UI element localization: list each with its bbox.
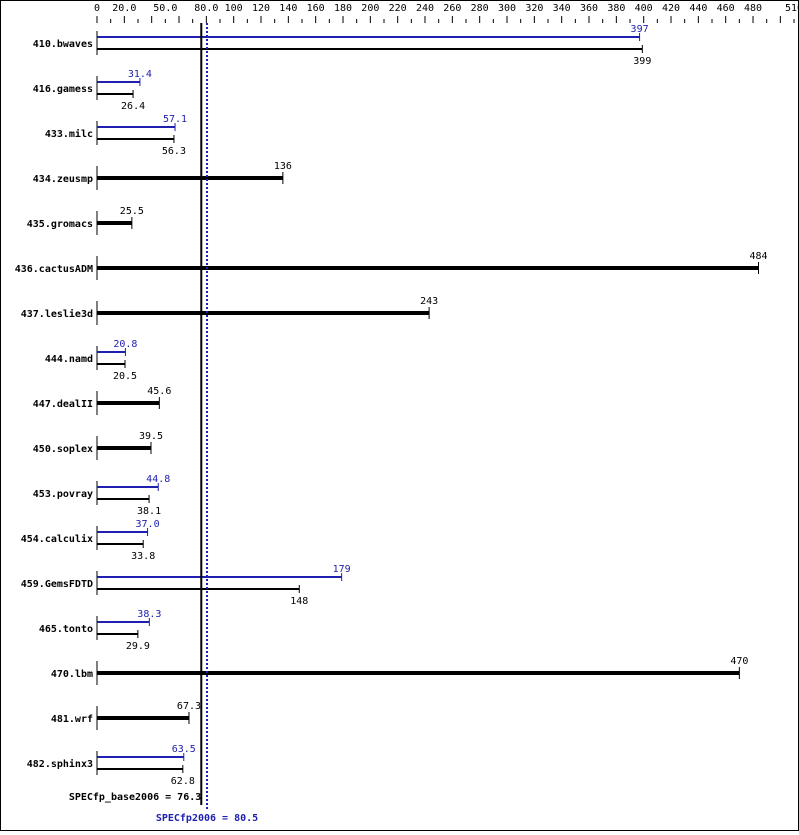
x-tick-label: 220	[389, 3, 407, 14]
x-tick-label: 440	[689, 3, 707, 14]
base-value-label: 20.5	[113, 371, 137, 382]
base-value-label: 26.4	[121, 101, 145, 112]
base-value-label: 38.1	[137, 506, 161, 517]
benchmark-label: 470.lbm	[51, 669, 93, 680]
x-tick-label: 100	[225, 3, 243, 14]
peak-value-label: 63.5	[172, 744, 196, 755]
benchmark-label: 416.gamess	[33, 84, 93, 95]
x-tick-label: 180	[334, 3, 352, 14]
benchmark-label: 482.sphinx3	[27, 758, 93, 770]
peak-value-label: 20.8	[113, 339, 137, 350]
x-tick-label: 280	[471, 3, 489, 14]
peak-value-label: 37.0	[136, 519, 160, 530]
benchmark-label: 481.wrf	[51, 714, 93, 725]
x-tick-label: 460	[717, 3, 735, 14]
x-tick-label: 200	[361, 3, 379, 14]
base-value-label: 33.8	[131, 551, 155, 562]
benchmark-label: 435.gromacs	[27, 219, 93, 230]
x-tick-label: 120	[252, 3, 270, 14]
x-tick-label: 260	[443, 3, 461, 14]
base-value-label: 136	[274, 161, 292, 172]
base-value-label: 62.8	[171, 776, 195, 787]
peak-value-label: 397	[631, 24, 649, 35]
benchmark-label: 465.tonto	[39, 624, 93, 635]
peak-value-label: 57.1	[163, 114, 187, 125]
x-tick-label: 480	[744, 3, 762, 14]
base-value-label: 25.5	[120, 206, 144, 217]
x-tick-label: 160	[307, 3, 325, 14]
benchmark-label: 459.GemsFDTD	[21, 579, 93, 590]
base-value-label: 45.6	[147, 386, 171, 397]
peak-value-label: 31.4	[128, 69, 152, 80]
x-tick-label: 240	[416, 3, 434, 14]
benchmark-label: 436.cactusADM	[15, 264, 93, 275]
x-tick-label: 420	[662, 3, 680, 14]
x-tick-label: 360	[580, 3, 598, 14]
benchmark-label: 410.bwaves	[33, 39, 93, 50]
x-tick-label: 20.0	[112, 3, 136, 14]
peak-value-label: 38.3	[137, 609, 161, 620]
base-value-label: 67.3	[177, 701, 201, 712]
base-value-label: 470	[730, 656, 748, 667]
benchmark-label: 447.dealII	[33, 399, 93, 410]
x-tick-label: 510	[785, 3, 799, 14]
benchmark-label: 444.namd	[45, 354, 93, 365]
x-tick-label: 340	[553, 3, 571, 14]
base-value-label: 399	[633, 56, 651, 67]
peak-value-label: 44.8	[146, 474, 170, 485]
base-value-label: 56.3	[162, 146, 186, 157]
x-tick-label: 140	[279, 3, 297, 14]
x-tick-label: 320	[525, 3, 543, 14]
peak-reference-label: SPECfp2006 = 80.5	[156, 813, 258, 824]
benchmark-label: 454.calculix	[21, 533, 93, 545]
base-value-label: 243	[420, 296, 438, 307]
base-value-label: 39.5	[139, 431, 163, 442]
x-tick-label: 80.0	[194, 3, 218, 14]
benchmark-label: 433.milc	[45, 128, 93, 140]
x-tick-label: 50.0	[153, 3, 177, 14]
base-value-label: 29.9	[126, 641, 150, 652]
x-tick-label: 380	[607, 3, 625, 14]
base-value-label: 148	[290, 596, 308, 607]
benchmark-label: 437.leslie3d	[21, 308, 93, 320]
benchmark-label: 453.povray	[33, 489, 93, 500]
x-tick-label: 0	[94, 3, 100, 14]
benchmark-label: 450.soplex	[33, 444, 93, 455]
base-reference-label: SPECfp_base2006 = 76.3	[69, 792, 201, 803]
x-tick-label: 400	[635, 3, 653, 14]
base-value-label: 484	[749, 251, 767, 262]
peak-value-label: 179	[333, 564, 351, 575]
benchmark-label: 434.zeusmp	[33, 174, 93, 185]
x-tick-label: 300	[498, 3, 516, 14]
